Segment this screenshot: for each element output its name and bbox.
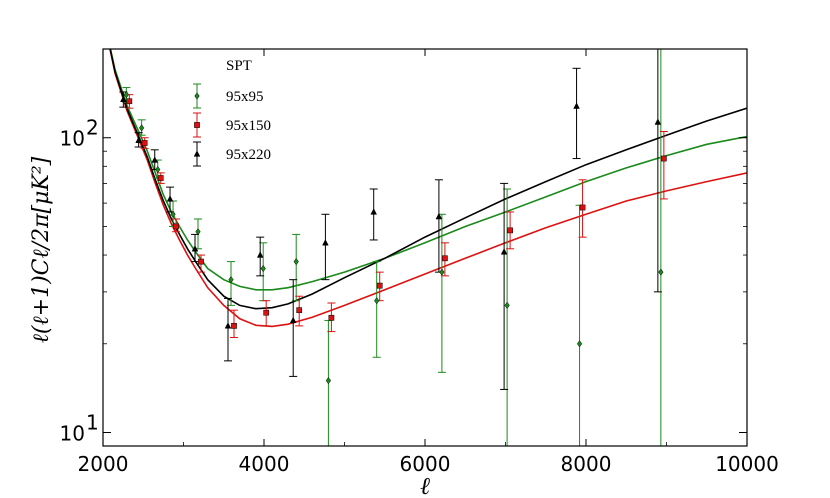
- marker-95x95-4: [195, 228, 201, 236]
- error-bars: [119, 49, 668, 446]
- marker-95x220-8: [322, 239, 329, 246]
- marker-95x150-7: [296, 307, 303, 314]
- model-curves: [109, 49, 747, 328]
- marker-95x150-12: [579, 204, 586, 211]
- y-tick-exponent-100: 2: [86, 116, 99, 140]
- x-tick-label-4000: 4000: [239, 452, 290, 476]
- legend-title: SPT: [226, 58, 252, 74]
- marker-95x95-7: [293, 257, 299, 266]
- marker-95x150-8: [328, 314, 335, 321]
- marker-95x95-1: [139, 124, 145, 132]
- marker-95x150-11: [507, 227, 513, 234]
- marker-95x220-3: [166, 195, 174, 202]
- marker-95x150-3: [173, 223, 179, 230]
- legend: SPT 95x95 95x150 95x220: [193, 58, 271, 167]
- marker-95x150-5: [231, 323, 237, 329]
- model-curve-95x220: [109, 49, 747, 310]
- y-tick-label-10: 10: [60, 422, 85, 446]
- marker-95x220-10: [435, 212, 443, 220]
- legend-marker-95x95: [194, 92, 200, 100]
- marker-95x95-8: [325, 376, 332, 385]
- marker-95x95-2: [155, 165, 161, 174]
- marker-95x220-6: [256, 251, 264, 258]
- marker-95x95-5: [228, 276, 234, 284]
- x-tick-label-2000: 2000: [78, 452, 129, 476]
- legend-label-95x95: 95x95: [226, 89, 264, 105]
- marker-95x220-1: [135, 136, 142, 143]
- legend-marker-95x220: [193, 150, 201, 157]
- x-tick-label-8000: 8000: [561, 452, 612, 476]
- marker-95x95-0: [123, 91, 129, 99]
- marker-95x220-5: [224, 322, 232, 329]
- x-axis: 2000 4000 6000 8000 10000: [78, 49, 779, 476]
- y-axis-label: ℓ(ℓ+1)Cℓ/2π[μK²]: [29, 156, 54, 343]
- x-tick-label-6000: 6000: [400, 452, 451, 476]
- y-tick-label-100: 10: [60, 127, 85, 151]
- x-axis-label: ℓ: [420, 472, 430, 498]
- legend-label-95x150: 95x150: [226, 118, 271, 134]
- marker-95x95-10: [439, 268, 445, 276]
- marker-95x95-11: [504, 301, 510, 309]
- marker-95x150-13: [661, 155, 667, 162]
- model-curve-95x95: [109, 49, 747, 291]
- marker-95x220-2: [151, 156, 159, 163]
- marker-95x150-0: [126, 98, 133, 105]
- legend-label-95x220: 95x220: [226, 147, 271, 163]
- marker-95x150-6: [263, 309, 270, 316]
- marker-95x220-13: [654, 118, 662, 125]
- y-tick-exponent-10: 1: [86, 411, 99, 435]
- plot-frame: [102, 48, 748, 447]
- model-curve-95x150: [109, 49, 747, 328]
- marker-95x150-10: [442, 255, 448, 262]
- marker-95x95-12: [576, 340, 583, 348]
- marker-95x220-4: [191, 245, 199, 252]
- marker-95x220-0: [120, 95, 127, 102]
- marker-95x95-3: [170, 210, 176, 218]
- marker-95x95-6: [260, 264, 266, 273]
- marker-95x220-7: [289, 316, 297, 324]
- marker-95x150-4: [198, 258, 204, 265]
- marker-95x220-9: [370, 208, 378, 215]
- marker-95x95-9: [374, 297, 380, 305]
- marker-95x150-1: [141, 140, 148, 146]
- marker-95x150-2: [157, 175, 164, 181]
- marker-95x220-11: [500, 248, 508, 255]
- marker-95x220-12: [573, 102, 580, 109]
- legend-marker-95x150: [194, 122, 200, 128]
- marker-95x150-9: [376, 282, 383, 289]
- x-tick-label-10000: 10000: [715, 452, 779, 476]
- data-markers: [120, 91, 667, 385]
- marker-95x95-13: [658, 268, 664, 276]
